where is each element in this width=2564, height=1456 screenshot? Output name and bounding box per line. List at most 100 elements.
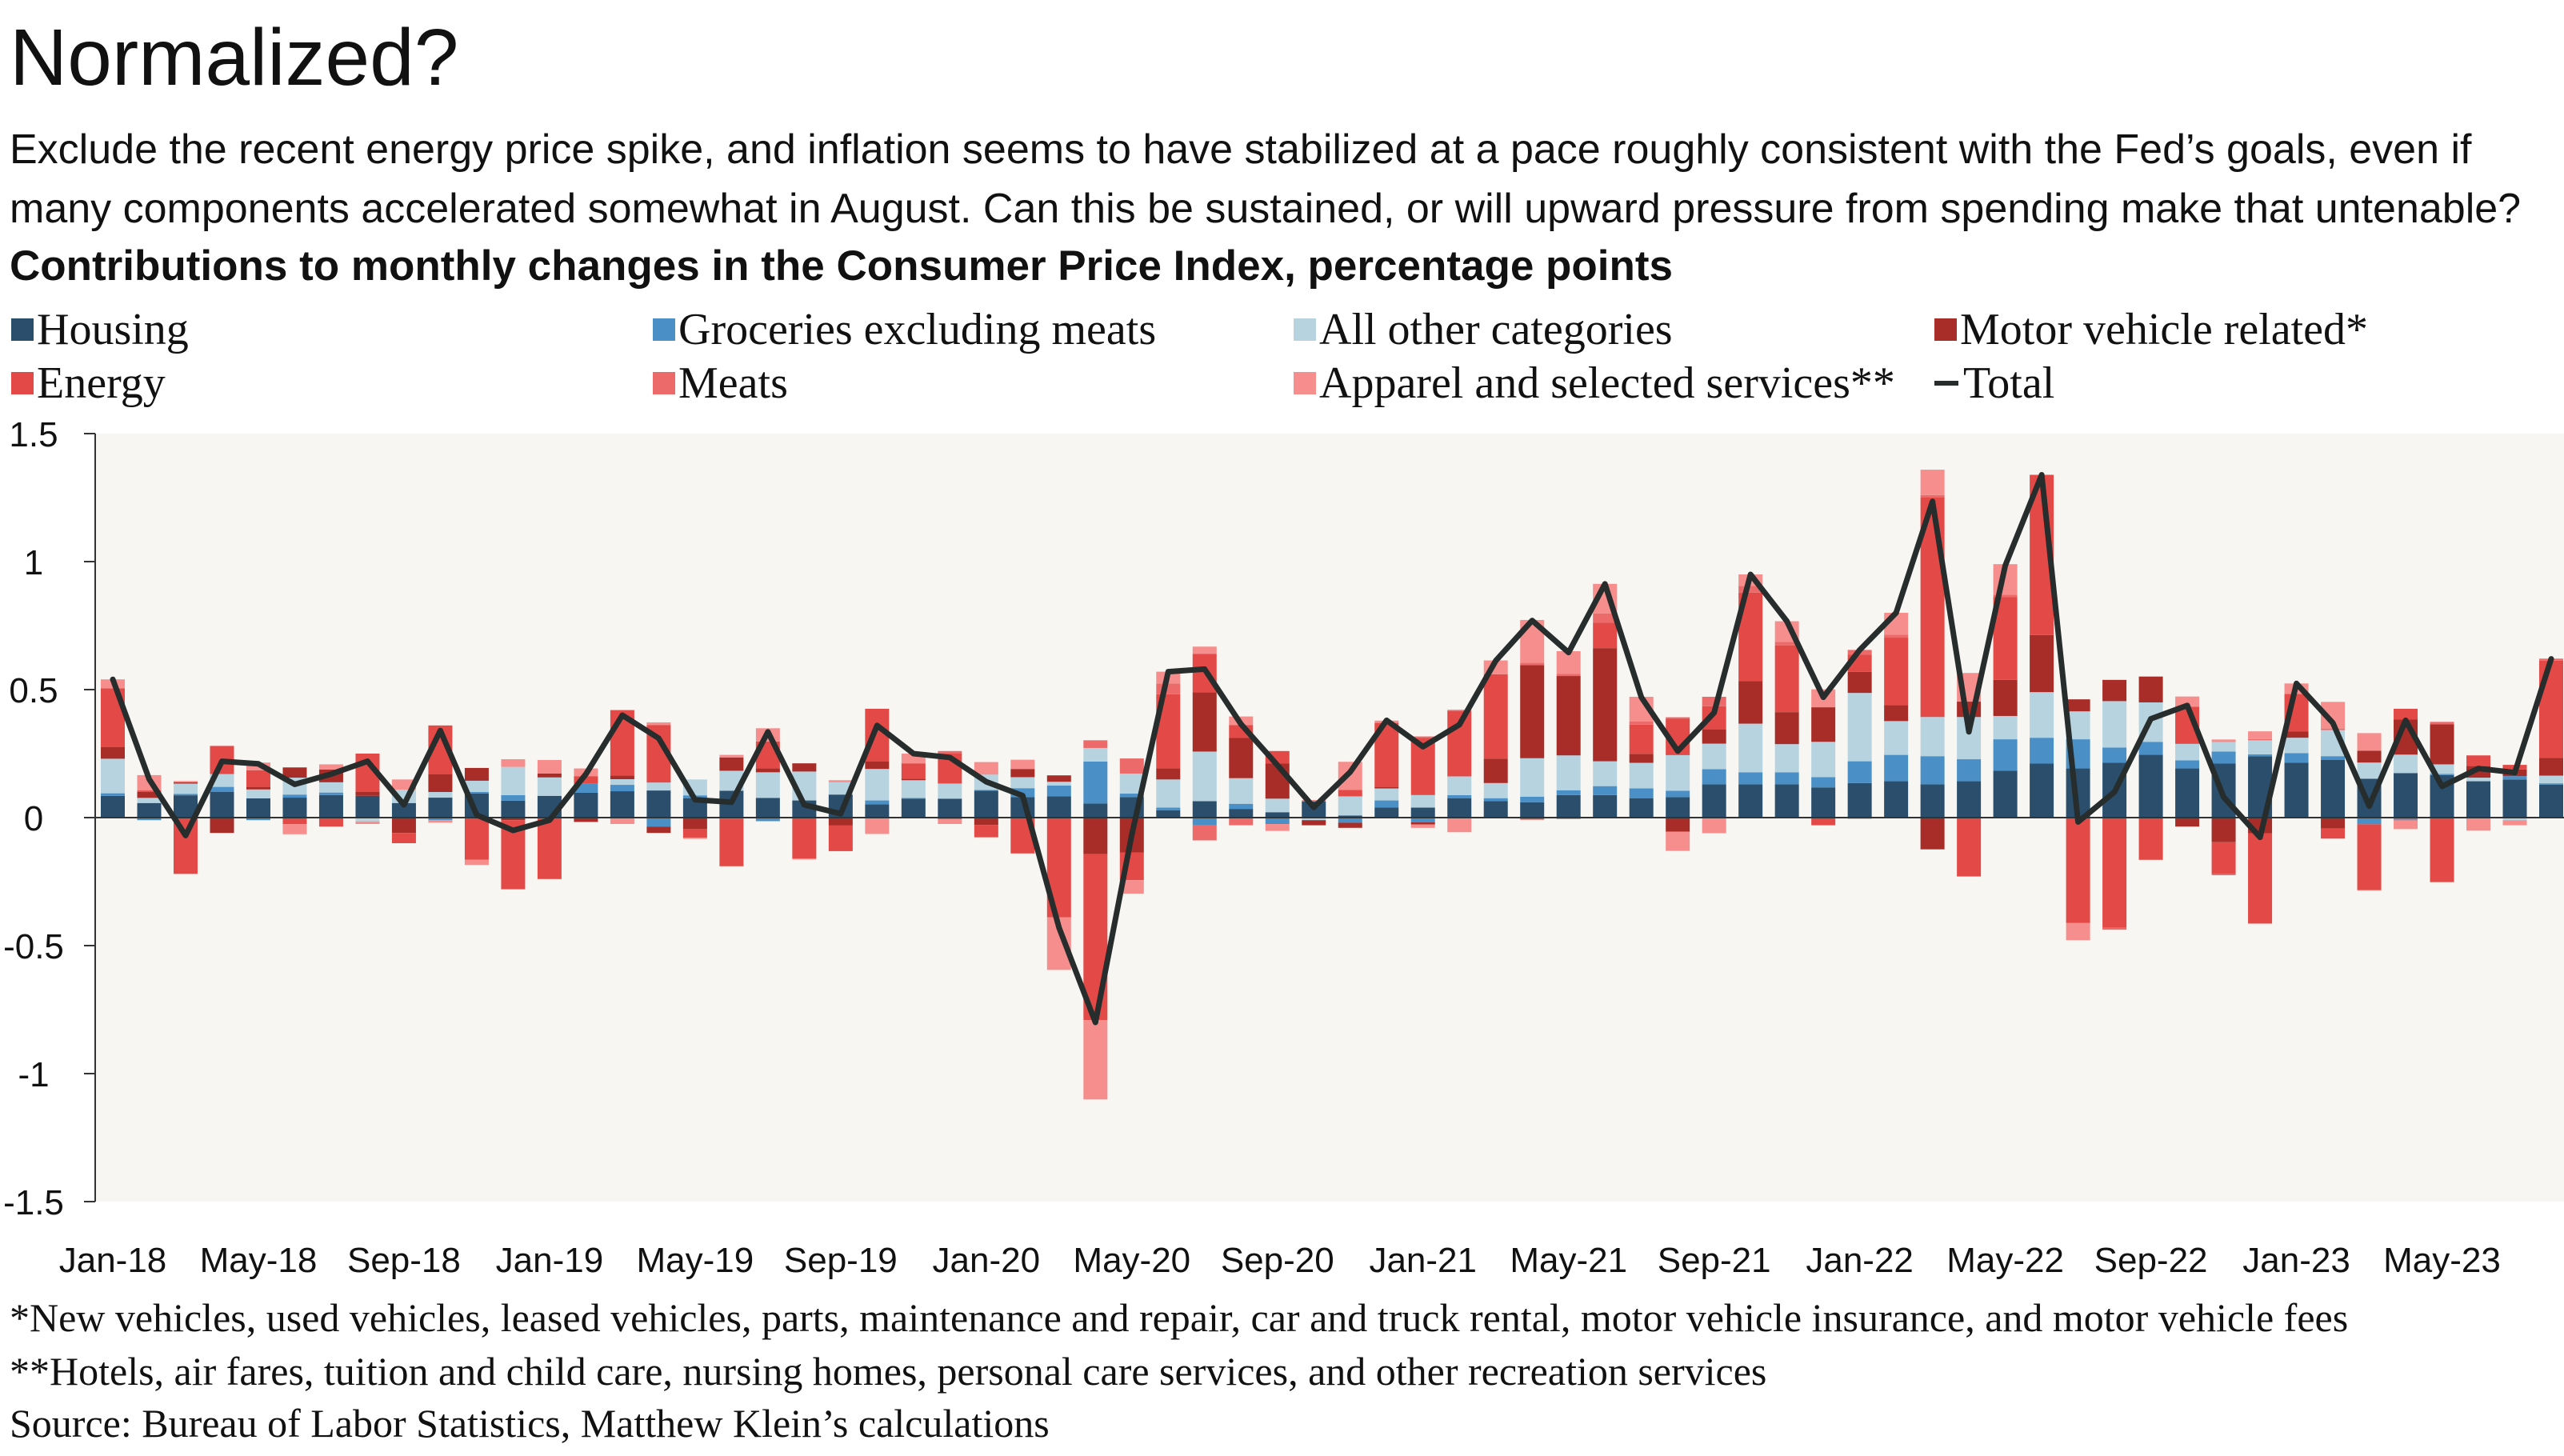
bar-groceries-excluding-meats	[2284, 753, 2309, 763]
bar-groceries-excluding-meats	[2102, 747, 2127, 763]
bar-motor-vehicle-related	[282, 767, 307, 778]
bar-motor-vehicle-related	[2284, 731, 2309, 738]
chart-title: Contributions to monthly changes in the …	[10, 242, 1674, 290]
bar-energy	[1884, 638, 1909, 706]
bar-motor-vehicle-related	[2357, 750, 2382, 763]
bar-energy	[137, 790, 162, 792]
bar-motor-vehicle-related	[1738, 681, 1763, 724]
y-tick-label: 0.5	[9, 671, 58, 710]
bar-groceries-excluding-meats	[1374, 800, 1399, 808]
bar-all-other-categories	[2502, 818, 2527, 821]
bar-energy	[574, 776, 598, 784]
bar-all-other-categories	[1666, 754, 1690, 791]
bar-motor-vehicle-related	[2539, 758, 2563, 776]
bar-energy	[719, 818, 744, 866]
legend-item-energy: Energy	[11, 358, 166, 409]
bar-apparel-and-selected-services	[2211, 739, 2236, 742]
bar-housing	[428, 798, 453, 818]
bar-all-other-categories	[318, 782, 343, 793]
bar-all-other-categories	[1374, 788, 1399, 801]
bar-energy	[1338, 790, 1362, 797]
bar-motor-vehicle-related	[1083, 818, 1108, 854]
legend-label: Motor vehicle related*	[1960, 305, 2369, 354]
bar-housing	[246, 798, 270, 818]
y-tick-label: 0	[24, 799, 43, 838]
bar-groceries-excluding-meats	[1738, 772, 1763, 785]
bar-motor-vehicle-related	[1847, 671, 1872, 694]
bar-meats	[1447, 710, 1472, 711]
bar-motor-vehicle-related	[173, 782, 198, 784]
bar-housing	[2539, 784, 2563, 818]
bar-energy	[282, 818, 307, 824]
bar-housing	[355, 795, 380, 818]
bar-housing	[1629, 798, 1654, 818]
bar-energy	[1629, 724, 1654, 754]
bar-groceries-excluding-meats	[1083, 761, 1108, 804]
bar-meats	[1229, 818, 1254, 826]
bar-groceries-excluding-meats	[173, 794, 198, 796]
bar-meats	[1302, 800, 1326, 802]
bar-groceries-excluding-meats	[1774, 772, 1799, 785]
bar-apparel-and-selected-services	[1920, 470, 1945, 495]
bar-groceries-excluding-meats	[1520, 796, 1545, 802]
bar-apparel-and-selected-services	[1265, 824, 1290, 831]
bar-all-other-categories	[2466, 778, 2491, 782]
bar-motor-vehicle-related	[2175, 818, 2200, 827]
bar-motor-vehicle-related	[610, 775, 634, 779]
bar-groceries-excluding-meats	[101, 793, 125, 796]
bar-apparel-and-selected-services	[537, 760, 562, 774]
bar-housing	[1702, 784, 1726, 818]
bar-all-other-categories	[901, 780, 926, 798]
bar-housing	[1738, 784, 1763, 818]
bar-motor-vehicle-related	[1192, 692, 1217, 752]
bar-all-other-categories	[1410, 794, 1435, 808]
bar-all-other-categories	[865, 769, 890, 801]
bar-motor-vehicle-related	[210, 818, 234, 834]
bar-groceries-excluding-meats	[1847, 761, 1872, 783]
bar-meats	[1083, 740, 1108, 748]
bar-motor-vehicle-related	[1229, 738, 1254, 778]
bar-groceries-excluding-meats	[2502, 776, 2527, 780]
bar-all-other-categories	[428, 792, 453, 798]
bar-groceries-excluding-meats	[1119, 793, 1144, 798]
bar-housing	[2284, 762, 2309, 818]
bar-meats	[1520, 662, 1545, 666]
bar-meats	[1884, 634, 1909, 638]
bar-housing	[501, 800, 526, 818]
bar-housing	[2466, 781, 2491, 818]
bar-motor-vehicle-related	[1920, 818, 1945, 850]
bar-all-other-categories	[1629, 762, 1654, 789]
bar-groceries-excluding-meats	[1702, 769, 1726, 785]
bar-motor-vehicle-related	[391, 818, 416, 834]
bar-meats	[1593, 613, 1618, 623]
bar-apparel-and-selected-services	[428, 820, 453, 823]
bar-motor-vehicle-related	[1265, 763, 1290, 799]
x-tick-label: Sep-18	[347, 1241, 461, 1280]
bar-all-other-categories	[755, 772, 780, 798]
bar-energy	[2357, 824, 2382, 890]
bar-motor-vehicle-related	[828, 818, 853, 826]
bar-motor-vehicle-related	[355, 792, 380, 796]
bar-groceries-excluding-meats	[282, 794, 307, 798]
bar-all-other-categories	[2284, 738, 2309, 754]
bar-meats	[1192, 825, 1217, 841]
bar-groceries-excluding-meats	[1920, 756, 1945, 785]
bar-all-other-categories	[355, 818, 380, 822]
legend-label: Apparel and selected services**	[1319, 358, 1895, 408]
bar-all-other-categories	[938, 783, 962, 799]
bar-motor-vehicle-related	[1374, 786, 1399, 789]
bar-apparel-and-selected-services	[828, 780, 853, 782]
bar-housing	[2138, 754, 2163, 818]
bar-all-other-categories	[101, 758, 125, 794]
bar-housing	[1374, 807, 1399, 818]
bar-all-other-categories	[1156, 779, 1181, 808]
bar-housing	[1156, 810, 1181, 818]
bar-groceries-excluding-meats	[1556, 790, 1581, 795]
bar-groceries-excluding-meats	[2030, 738, 2054, 764]
bar-all-other-categories	[1884, 721, 1909, 755]
bar-groceries-excluding-meats	[1447, 794, 1472, 798]
x-tick-label: Jan-23	[2242, 1241, 2350, 1280]
bar-all-other-categories	[1556, 755, 1581, 790]
bar-groceries-excluding-meats	[646, 818, 671, 827]
bar-motor-vehicle-related	[537, 773, 562, 778]
